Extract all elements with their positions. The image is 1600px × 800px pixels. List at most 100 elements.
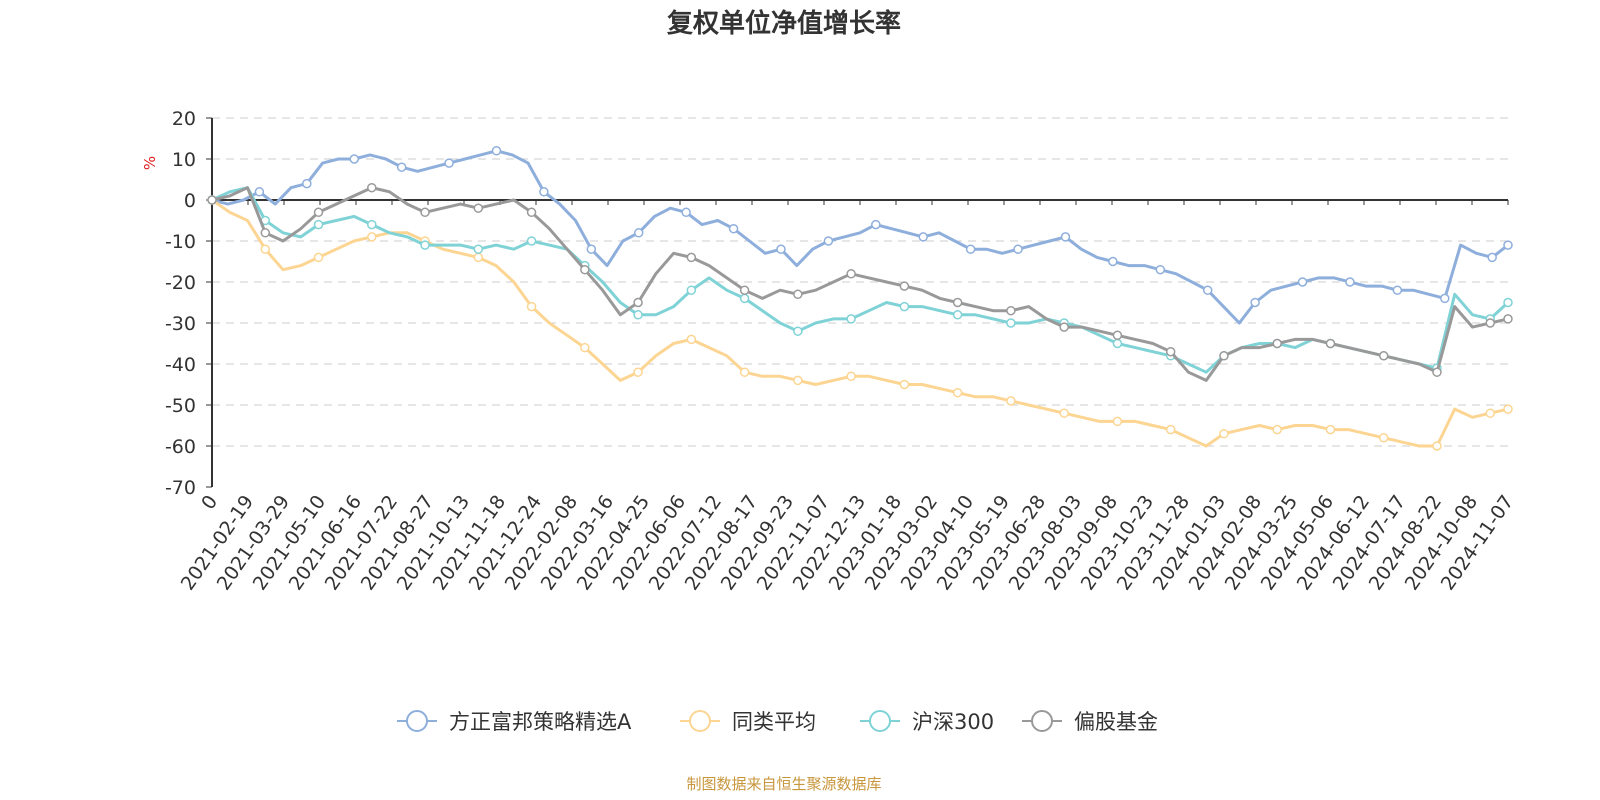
data-point (313, 219, 324, 230)
data-point (260, 244, 271, 254)
data-point (899, 281, 910, 291)
data-point (739, 367, 750, 377)
data-point (1059, 408, 1069, 418)
data-point (776, 244, 786, 254)
data-point (367, 219, 377, 230)
data-point (793, 375, 803, 386)
data-point (1503, 404, 1513, 414)
source-note: 制图数据来自恒生聚源数据库 (686, 775, 881, 793)
data-point (207, 195, 217, 205)
data-point (1250, 297, 1260, 308)
data-point (1440, 293, 1450, 304)
y-tick-label: -50 (165, 395, 196, 417)
series-line (211, 186, 1509, 382)
data-point (846, 314, 856, 324)
legend-marker (406, 710, 428, 732)
data-point (526, 207, 537, 218)
data-point (728, 223, 739, 234)
data-point (1108, 256, 1118, 267)
data-point (349, 154, 359, 164)
legend-marker (869, 710, 891, 732)
data-point (952, 387, 963, 398)
data-point (580, 342, 590, 353)
legend: 方正富邦策略精选A 同类平均 沪深300 偏股基金 (397, 710, 1158, 734)
data-point (1345, 277, 1355, 287)
data-point (633, 228, 644, 238)
data-point (586, 244, 597, 254)
data-point (367, 182, 377, 193)
data-point (313, 207, 324, 218)
data-point (526, 301, 537, 312)
data-point (1378, 351, 1389, 361)
data-point (313, 252, 324, 263)
y-tick-label: -60 (165, 436, 196, 458)
data-point (254, 187, 265, 197)
y-tick-label: 10 (172, 149, 196, 171)
data-point (739, 293, 750, 304)
data-point (1112, 330, 1123, 341)
data-point (846, 371, 856, 382)
y-tick-label: -20 (165, 272, 196, 294)
data-point (918, 232, 928, 242)
series-lines (207, 146, 1513, 451)
data-point (1487, 252, 1497, 263)
data-point (473, 244, 484, 254)
data-point (899, 379, 910, 390)
data-point (686, 252, 697, 263)
data-point (1297, 277, 1308, 287)
data-point (260, 228, 271, 238)
data-point (473, 203, 484, 213)
data-point (420, 207, 430, 218)
data-point (681, 207, 691, 218)
data-point (1325, 338, 1336, 349)
y-axis-label: % (141, 156, 159, 170)
legend-label: 偏股基金 (1074, 710, 1158, 734)
data-point (396, 162, 407, 172)
data-point (1392, 285, 1403, 295)
data-point (965, 244, 976, 254)
data-point (871, 219, 881, 230)
y-tick-label: 20 (172, 108, 196, 130)
data-point (1202, 285, 1213, 295)
y-tick-label: -70 (165, 477, 196, 499)
data-point (739, 285, 750, 295)
data-point (952, 310, 963, 320)
chart-title: 复权单位净值增长率 (667, 8, 901, 39)
axes: 20100-10-20-30-40-50-60-7002021-02-19202… (165, 108, 1518, 594)
data-point (1503, 314, 1513, 324)
data-point (1060, 232, 1071, 242)
data-point (539, 187, 549, 197)
data-point (823, 236, 834, 246)
data-point (1219, 428, 1229, 439)
data-point (633, 297, 643, 308)
data-point (1485, 318, 1495, 328)
data-point (526, 236, 537, 246)
legend-marker (689, 710, 711, 732)
y-tick-label: 0 (184, 190, 196, 212)
data-point (846, 269, 856, 279)
data-point (686, 334, 697, 345)
series-line (211, 149, 1509, 325)
data-point (1006, 305, 1016, 316)
data-point (367, 232, 377, 242)
data-point (1013, 244, 1023, 254)
data-point (1272, 338, 1282, 349)
data-point (473, 252, 484, 263)
data-point (1432, 367, 1442, 377)
data-point (793, 289, 803, 300)
data-point (1006, 318, 1016, 328)
data-point (1112, 338, 1123, 349)
data-point (1325, 424, 1336, 435)
data-point (491, 146, 502, 156)
data-point (633, 367, 643, 377)
legend-label: 同类平均 (732, 710, 816, 734)
data-point (1485, 408, 1495, 418)
data-point (686, 285, 697, 295)
data-point (1165, 346, 1176, 357)
data-point (1165, 424, 1176, 435)
x-tick-label: 0 (197, 491, 222, 514)
y-tick-label: -40 (165, 354, 196, 376)
data-point (1006, 396, 1016, 406)
legend-label: 沪深300 (912, 710, 994, 734)
